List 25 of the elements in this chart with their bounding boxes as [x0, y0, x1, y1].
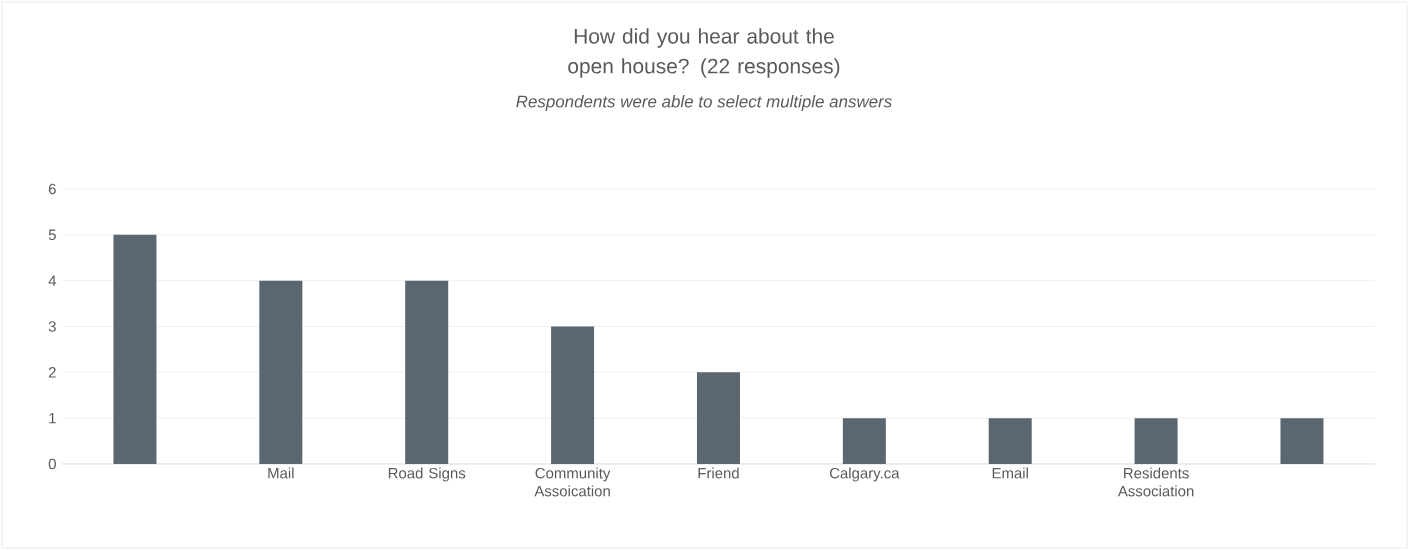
- x-tick-label: Road Signs: [388, 467, 466, 482]
- x-tick-label: Email: [992, 467, 1028, 479]
- x-tick-label: Friend: [698, 467, 739, 479]
- y-tick-label: 0: [48, 458, 56, 470]
- bar: [405, 280, 449, 464]
- x-tick-label: Residents Association: [1117, 467, 1194, 497]
- bar: [113, 234, 157, 464]
- bar: [988, 418, 1032, 464]
- x-tick-label: Community Assoication: [534, 467, 611, 497]
- y-tick-label: 2: [48, 367, 56, 378]
- x-tick-label: Mail: [268, 467, 294, 479]
- chart-subtitle: Respondents were able to select multiple answers: [516, 95, 892, 111]
- y-tick-label: 5: [48, 229, 56, 241]
- x-tick-label: Calgary.ca: [829, 467, 900, 482]
- y-tick-label: 6: [48, 183, 56, 195]
- y-tick-label: 4: [48, 275, 57, 286]
- bar: [696, 372, 740, 464]
- bar: [551, 326, 595, 464]
- y-tick-label: 3: [48, 321, 56, 332]
- bar: [842, 418, 886, 464]
- y-tick-label: 1: [49, 413, 56, 424]
- chart-title: How did you hear about the open house? (22 responses): [568, 28, 840, 78]
- bar: [1134, 418, 1178, 464]
- bar: [259, 280, 303, 464]
- bar: [1280, 418, 1324, 464]
